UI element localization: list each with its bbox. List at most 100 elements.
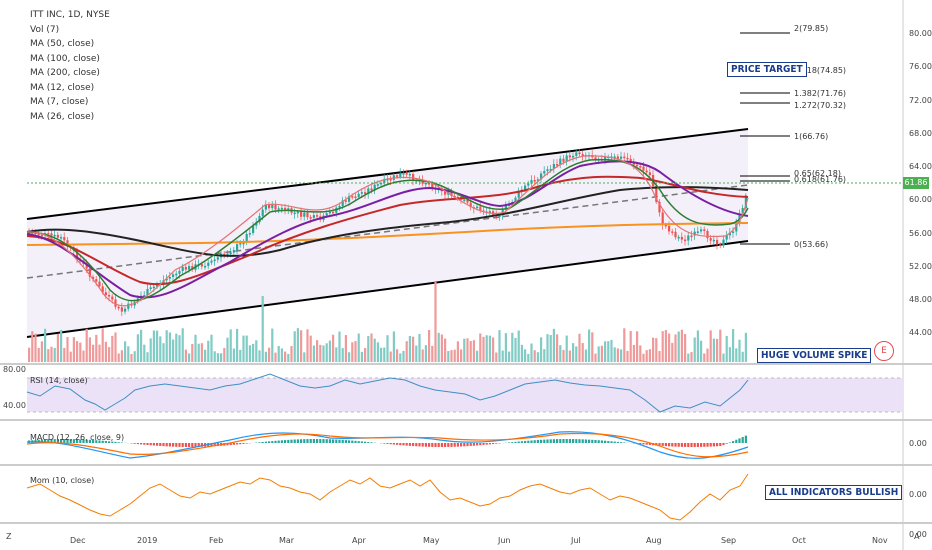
- legend-item[interactable]: MA (26, close): [30, 111, 95, 122]
- price-target-annotation[interactable]: PRICE TARGET: [727, 62, 807, 77]
- candle-body: [383, 179, 386, 183]
- volume-bar: [693, 337, 696, 362]
- candle-body: [648, 172, 651, 175]
- macd-bar: [351, 440, 354, 443]
- macd-bar: [322, 439, 325, 443]
- time-axis[interactable]: Dec 2019 Feb Mar Apr May Jun Jul Aug Sep…: [70, 536, 888, 545]
- volume-bar: [184, 349, 187, 362]
- macd-bar: [242, 443, 245, 444]
- volume-bar: [268, 347, 271, 362]
- volume-bar: [680, 329, 683, 362]
- volume-spike-annotation[interactable]: HUGE VOLUME SPIKE: [757, 348, 872, 363]
- legend-item[interactable]: MA (12, close): [30, 82, 95, 93]
- volume-bar: [255, 340, 258, 362]
- candle-body: [268, 205, 271, 209]
- macd-bar: [133, 443, 136, 444]
- volume-bar: [341, 348, 344, 362]
- candle-body: [367, 188, 370, 194]
- candle-body: [376, 184, 379, 186]
- candle-body: [677, 236, 680, 239]
- volume-bar: [674, 334, 677, 362]
- symbol-title[interactable]: ITT INC, 1D, NYSE: [30, 10, 110, 20]
- volume-bar: [527, 353, 530, 362]
- candles: [28, 148, 747, 317]
- volume-bar: [428, 330, 431, 362]
- channel-mid[interactable]: [26, 184, 749, 279]
- macd-bar: [338, 439, 341, 443]
- macd-bar: [728, 442, 731, 443]
- macd-bar: [47, 439, 50, 443]
- price-tick: 52.00: [909, 262, 932, 271]
- candle-body: [626, 157, 629, 160]
- legend-item[interactable]: MA (100, close): [30, 53, 100, 64]
- volume-bar: [296, 328, 299, 362]
- macd-bar: [92, 440, 95, 443]
- volume-bar: [671, 342, 674, 362]
- legend-item[interactable]: MA (50, close): [30, 39, 95, 49]
- candle-body: [527, 183, 530, 186]
- volume-bar: [620, 349, 623, 362]
- fib-levels[interactable]: 2(79.85) 1.618(74.85) 1.382(71.76) 1.272…: [740, 24, 846, 249]
- rsi-label[interactable]: RSI (14, close): [30, 376, 88, 385]
- candle-body: [117, 306, 120, 309]
- legend-item[interactable]: Vol (7): [30, 24, 60, 35]
- candle-body: [636, 164, 639, 167]
- macd-bar: [354, 440, 357, 443]
- volume-bar: [245, 335, 248, 362]
- volume-bar: [719, 329, 722, 362]
- volume-bar: [351, 342, 354, 362]
- volume-bar: [456, 341, 459, 362]
- mom-label[interactable]: Mom (10, close): [30, 476, 95, 485]
- macd-bar: [703, 443, 706, 447]
- macd-bar: [431, 443, 434, 447]
- volume-bar: [92, 344, 95, 362]
- price-axis[interactable]: 80.00 76.00 72.00 68.00 64.00 60.00 56.0…: [909, 29, 932, 337]
- macd-bar: [402, 443, 405, 446]
- macd-bar: [616, 441, 619, 443]
- macd-bar: [492, 443, 495, 445]
- volume-bar: [223, 347, 226, 362]
- volume-bar: [565, 335, 568, 362]
- channel-upper[interactable]: [26, 128, 749, 220]
- volume-bar: [559, 345, 562, 362]
- volume-bar: [232, 348, 235, 362]
- volume-bar: [264, 351, 267, 362]
- macd-label[interactable]: MACD (12, 26, close, 9): [30, 433, 125, 442]
- macd-bar: [687, 443, 690, 447]
- volume-bar: [549, 334, 552, 362]
- volume-bar: [408, 335, 411, 362]
- volume-bar: [79, 342, 82, 362]
- macd-bar: [344, 440, 347, 443]
- candle-body: [232, 250, 235, 253]
- channel-lower[interactable]: [26, 240, 749, 338]
- volume-bar: [645, 350, 648, 362]
- macd-bar: [415, 443, 418, 447]
- macd-bar: [744, 435, 747, 443]
- macd-bar: [53, 439, 56, 443]
- macd-bar: [706, 443, 709, 447]
- volume-bar: [60, 329, 63, 362]
- macd-bar: [312, 439, 315, 443]
- candle-body: [674, 231, 677, 238]
- candle-body: [216, 257, 219, 260]
- price-tick: 48.00: [909, 295, 932, 304]
- macd-bar: [111, 441, 114, 443]
- legend-item[interactable]: MA (200, close): [30, 68, 100, 78]
- earnings-e-icon[interactable]: E: [874, 341, 894, 361]
- candle-body: [252, 225, 255, 234]
- z-icon[interactable]: Z: [6, 532, 12, 541]
- a-icon[interactable]: A: [914, 532, 920, 541]
- volume-bar: [136, 334, 139, 362]
- indicators-annotation[interactable]: ALL INDICATORS BULLISH: [765, 485, 903, 500]
- volume-bar: [252, 343, 255, 362]
- fib-label: 0(53.66): [794, 240, 828, 249]
- candle-body: [466, 199, 469, 203]
- macd-bar: [738, 438, 741, 443]
- legend-item[interactable]: MA (7, close): [30, 97, 89, 107]
- candle-body: [360, 192, 363, 194]
- volume-bar: [76, 341, 79, 362]
- macd-bar: [466, 443, 469, 447]
- macd-bar: [280, 440, 283, 443]
- volume-bar: [47, 349, 50, 362]
